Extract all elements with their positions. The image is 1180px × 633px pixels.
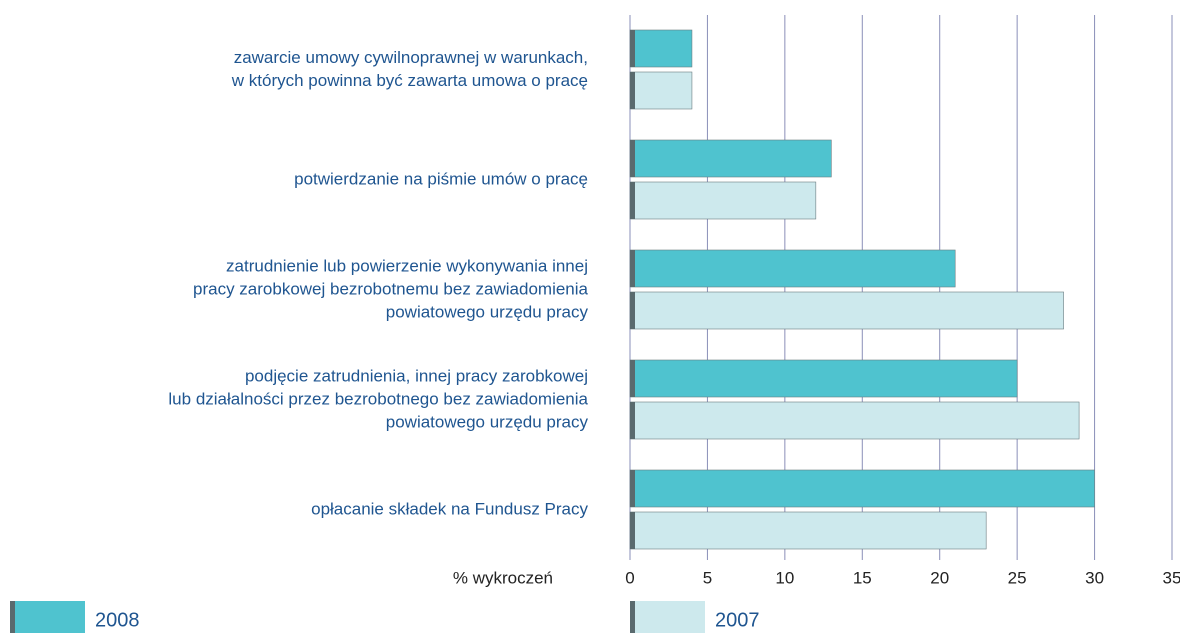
x-tick-label: 30 xyxy=(1085,568,1104,587)
bar-edge xyxy=(630,512,635,549)
bar-group xyxy=(629,359,1018,398)
x-tick-label: 35 xyxy=(1163,568,1180,587)
bar-edge xyxy=(630,182,635,219)
bar-group xyxy=(629,29,693,68)
x-tick-label: 10 xyxy=(775,568,794,587)
bar-group xyxy=(629,291,1064,330)
bar-edge xyxy=(630,360,635,397)
x-tick-label: 15 xyxy=(853,568,872,587)
bar-edge xyxy=(630,140,635,177)
category-label: zawarcie umowy cywilnoprawnej w warunkac… xyxy=(234,48,588,67)
bar-group xyxy=(629,511,987,550)
bar xyxy=(629,139,832,178)
legend-swatch xyxy=(10,601,85,633)
bar xyxy=(629,291,1064,330)
category-label: pracy zarobkowej bezrobotnemu bez zawiad… xyxy=(193,279,589,298)
legend-label: 2007 xyxy=(715,609,760,631)
x-axis-label: % wykroczeń xyxy=(453,568,553,587)
x-tick-label: 25 xyxy=(1008,568,1027,587)
bar-group xyxy=(629,469,1095,508)
category-label: opłacanie składek na Fundusz Pracy xyxy=(311,499,588,518)
bar-group xyxy=(629,401,1080,440)
bar xyxy=(629,71,693,110)
x-tick-label: 20 xyxy=(930,568,949,587)
bar xyxy=(629,181,817,220)
bar-group xyxy=(629,181,817,220)
bar-group xyxy=(629,249,956,288)
category-label: zatrudnienie lub powierzenie wykonywania… xyxy=(226,256,588,275)
x-tick-label: 0 xyxy=(625,568,634,587)
bar-group xyxy=(629,139,832,178)
bar-edge xyxy=(630,470,635,507)
bar-edge xyxy=(630,250,635,287)
bar-edge xyxy=(630,402,635,439)
legend-swatch-edge xyxy=(10,601,15,633)
category-label: lub działalności przez bezrobotnego bez … xyxy=(168,389,588,408)
category-label: potwierdzanie na piśmie umów o pracę xyxy=(294,169,588,188)
bar xyxy=(629,401,1080,440)
x-tick-label: 5 xyxy=(703,568,712,587)
category-label: powiatowego urzędu pracy xyxy=(386,302,589,321)
category-label: podjęcie zatrudnienia, innej pracy zarob… xyxy=(245,366,588,385)
bar-edge xyxy=(630,292,635,329)
legend-swatch-edge xyxy=(630,601,635,633)
bar-edge xyxy=(630,30,635,67)
bar xyxy=(629,249,956,288)
bar xyxy=(629,29,693,68)
category-label: w których powinna być zawarta umowa o pr… xyxy=(231,71,588,90)
bar-edge xyxy=(630,72,635,109)
bar-group xyxy=(629,71,693,110)
bar xyxy=(629,469,1095,508)
legend-swatch xyxy=(630,601,705,633)
bar xyxy=(629,511,987,550)
category-label: powiatowego urzędu pracy xyxy=(386,412,589,431)
bar xyxy=(629,359,1018,398)
legend-label: 2008 xyxy=(95,609,140,631)
